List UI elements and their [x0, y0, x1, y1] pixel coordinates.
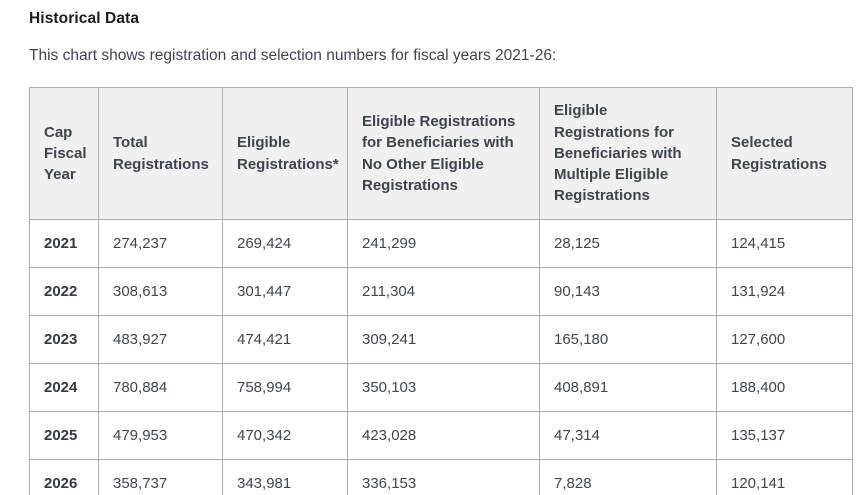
historical-data-table: Cap Fiscal Year Total Registrations Elig…	[29, 87, 853, 495]
table-cell: 90,143	[539, 266, 717, 316]
table-cell: 269,424	[222, 218, 348, 268]
year-cell: 2025	[29, 410, 99, 460]
table-cell: 135,137	[716, 410, 853, 460]
table-cell: 350,103	[347, 362, 540, 412]
table-cell: 301,447	[222, 266, 348, 316]
table-cell: 408,891	[539, 362, 717, 412]
column-header-eligible-no-other: Eligible Registrations for Beneficiaries…	[347, 87, 540, 220]
column-header-eligible-multiple: Eligible Registrations for Beneficiaries…	[539, 87, 717, 220]
table-cell: 358,737	[98, 458, 223, 495]
table-row-fy2022: 2022 308,613 301,447 211,304 90,143 131,…	[29, 266, 853, 316]
table-cell: 274,237	[98, 218, 223, 268]
table-cell: 309,241	[347, 314, 540, 364]
table-row-fy2023: 2023 483,927 474,421 309,241 165,180 127…	[29, 314, 853, 364]
table-cell: 120,141	[716, 458, 853, 495]
table-cell: 780,884	[98, 362, 223, 412]
table-cell: 165,180	[539, 314, 717, 364]
table-cell: 188,400	[716, 362, 853, 412]
column-header-selected-registrations: Selected Registrations	[716, 87, 853, 220]
table-cell: 758,994	[222, 362, 348, 412]
table-body: 2021 274,237 269,424 241,299 28,125 124,…	[29, 218, 853, 495]
table-cell: 124,415	[716, 218, 853, 268]
table-cell: 211,304	[347, 266, 540, 316]
page-title: Historical Data	[29, 10, 140, 27]
table-header: Cap Fiscal Year Total Registrations Elig…	[29, 87, 853, 220]
table-cell: 131,924	[716, 266, 853, 316]
table-cell: 474,421	[222, 314, 348, 364]
table-cell: 470,342	[222, 410, 348, 460]
table-row-fy2024: 2024 780,884 758,994 350,103 408,891 188…	[29, 362, 853, 412]
table-header-row: Cap Fiscal Year Total Registrations Elig…	[29, 87, 853, 220]
table-cell: 336,153	[347, 458, 540, 495]
column-header-total-registrations: Total Registrations	[98, 87, 223, 220]
year-cell: 2026	[29, 458, 99, 495]
table-cell: 127,600	[716, 314, 853, 364]
table-cell: 47,314	[539, 410, 717, 460]
table-cell: 28,125	[539, 218, 717, 268]
table-row-fy2025: 2025 479,953 470,342 423,028 47,314 135,…	[29, 410, 853, 460]
year-cell: 2022	[29, 266, 99, 316]
year-cell: 2021	[29, 218, 99, 268]
table-cell: 308,613	[98, 266, 223, 316]
table-cell: 7,828	[539, 458, 717, 495]
year-cell: 2023	[29, 314, 99, 364]
table-cell: 343,981	[222, 458, 348, 495]
table-cell: 423,028	[347, 410, 540, 460]
year-cell: 2024	[29, 362, 99, 412]
column-header-eligible-registrations: Eligible Registrations*	[222, 87, 348, 220]
table-cell: 479,953	[98, 410, 223, 460]
table-caption: This chart shows registration and select…	[29, 47, 557, 65]
table-row-fy2026: 2026 358,737 343,981 336,153 7,828 120,1…	[29, 458, 853, 495]
table-cell: 241,299	[347, 218, 540, 268]
table-cell: 483,927	[98, 314, 223, 364]
table-row-fy2021: 2021 274,237 269,424 241,299 28,125 124,…	[29, 218, 853, 268]
column-header-cap-fiscal-year: Cap Fiscal Year	[29, 87, 99, 220]
